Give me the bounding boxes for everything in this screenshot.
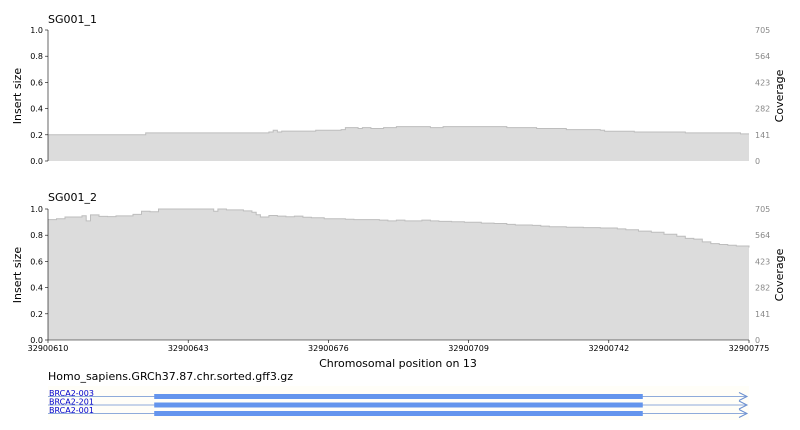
strand-arrow-icon bbox=[738, 409, 749, 418]
y-tick-label: 0.2 bbox=[30, 310, 43, 319]
x-tick-label: 32900775 bbox=[729, 344, 770, 353]
x-tick-label: 32900709 bbox=[448, 344, 489, 353]
transcript-label: BRCA2-001 bbox=[49, 406, 94, 415]
x-axis-label: Chromosomal position on 13 bbox=[319, 357, 477, 370]
y2-tick-label: 705 bbox=[755, 205, 770, 214]
y2-tick-label: 423 bbox=[755, 78, 770, 87]
y2-axis-label: Coverage bbox=[773, 248, 786, 301]
exon-block bbox=[154, 411, 643, 416]
y-tick-label: 1.0 bbox=[30, 26, 43, 35]
y-tick-label: 0.6 bbox=[30, 78, 43, 87]
coverage-fill bbox=[48, 209, 749, 340]
y2-tick-label: 141 bbox=[755, 131, 770, 140]
strand-arrow-icon bbox=[738, 400, 749, 410]
y2-axis-label: Coverage bbox=[773, 69, 786, 122]
x-tick-label: 32900643 bbox=[168, 344, 209, 353]
panel-axes: 1.0 0.8 0.6 0.4 0.2 0.0 705 564 423 282 141 0 bbox=[30, 26, 770, 166]
y-tick-label: 0.4 bbox=[30, 284, 43, 293]
x-axis: 32900610 32900643 32900676 32900709 32900742… bbox=[28, 339, 770, 353]
transcript-label: BRCA2-003 bbox=[49, 389, 94, 398]
exon-block bbox=[154, 394, 643, 399]
x-tick-label: 32900610 bbox=[28, 344, 69, 353]
y2-tick-label: 282 bbox=[755, 284, 770, 293]
coverage-line bbox=[48, 126, 749, 136]
y2-tick-label: 564 bbox=[755, 231, 770, 240]
y2-tick-label: 282 bbox=[755, 105, 770, 114]
y2-tick-label: 0 bbox=[755, 336, 760, 345]
y-axis-label: Insert size bbox=[11, 247, 24, 304]
strand-arrow-icon bbox=[738, 392, 749, 401]
y2-tick-label: 564 bbox=[755, 52, 770, 61]
y-axis-label: Insert size bbox=[11, 68, 24, 125]
coverage-line bbox=[48, 208, 750, 248]
panel-axes: 1.0 0.8 0.6 0.4 0.2 0.0 705 564 423 282 141 0 bbox=[30, 205, 770, 345]
y2-tick-label: 705 bbox=[755, 26, 770, 35]
panel-sg001-1: SG001_1 1.0 0.8 0.6 0.4 0.2 0.0 705 564 423 282 14… bbox=[11, 13, 786, 166]
y2-tick-label: 423 bbox=[755, 257, 770, 266]
y-tick-label: 0.8 bbox=[30, 52, 43, 61]
exon-block bbox=[154, 402, 643, 408]
y-tick-label: 0.0 bbox=[30, 336, 43, 345]
coverage-area bbox=[48, 126, 749, 161]
coverage-fill bbox=[48, 126, 749, 161]
y-tick-label: 1.0 bbox=[30, 205, 43, 214]
y2-tick-label: 141 bbox=[755, 310, 770, 319]
x-tick-label: 32900742 bbox=[588, 344, 629, 353]
coverage-area bbox=[48, 208, 750, 340]
y-tick-label: 0.8 bbox=[30, 231, 43, 240]
y-tick-label: 0.6 bbox=[30, 257, 43, 266]
panel-title: SG001_1 bbox=[48, 13, 97, 26]
y-tick-label: 0.4 bbox=[30, 105, 43, 114]
annotation-file-name: Homo_sapiens.GRCh37.87.chr.sorted.gff3.g… bbox=[48, 370, 293, 383]
panel-title: SG001_2 bbox=[48, 191, 97, 204]
x-tick-label: 32900676 bbox=[308, 344, 349, 353]
y2-tick-label: 0 bbox=[755, 157, 760, 166]
y-tick-label: 0.0 bbox=[30, 157, 43, 166]
y-tick-label: 0.2 bbox=[30, 131, 43, 140]
panel-sg001-2: SG001_2 1.0 0.8 0.6 0.4 0.2 0.0 705 564 423 282 14… bbox=[11, 191, 786, 345]
transcript-label: BRCA2-201 bbox=[49, 398, 94, 407]
